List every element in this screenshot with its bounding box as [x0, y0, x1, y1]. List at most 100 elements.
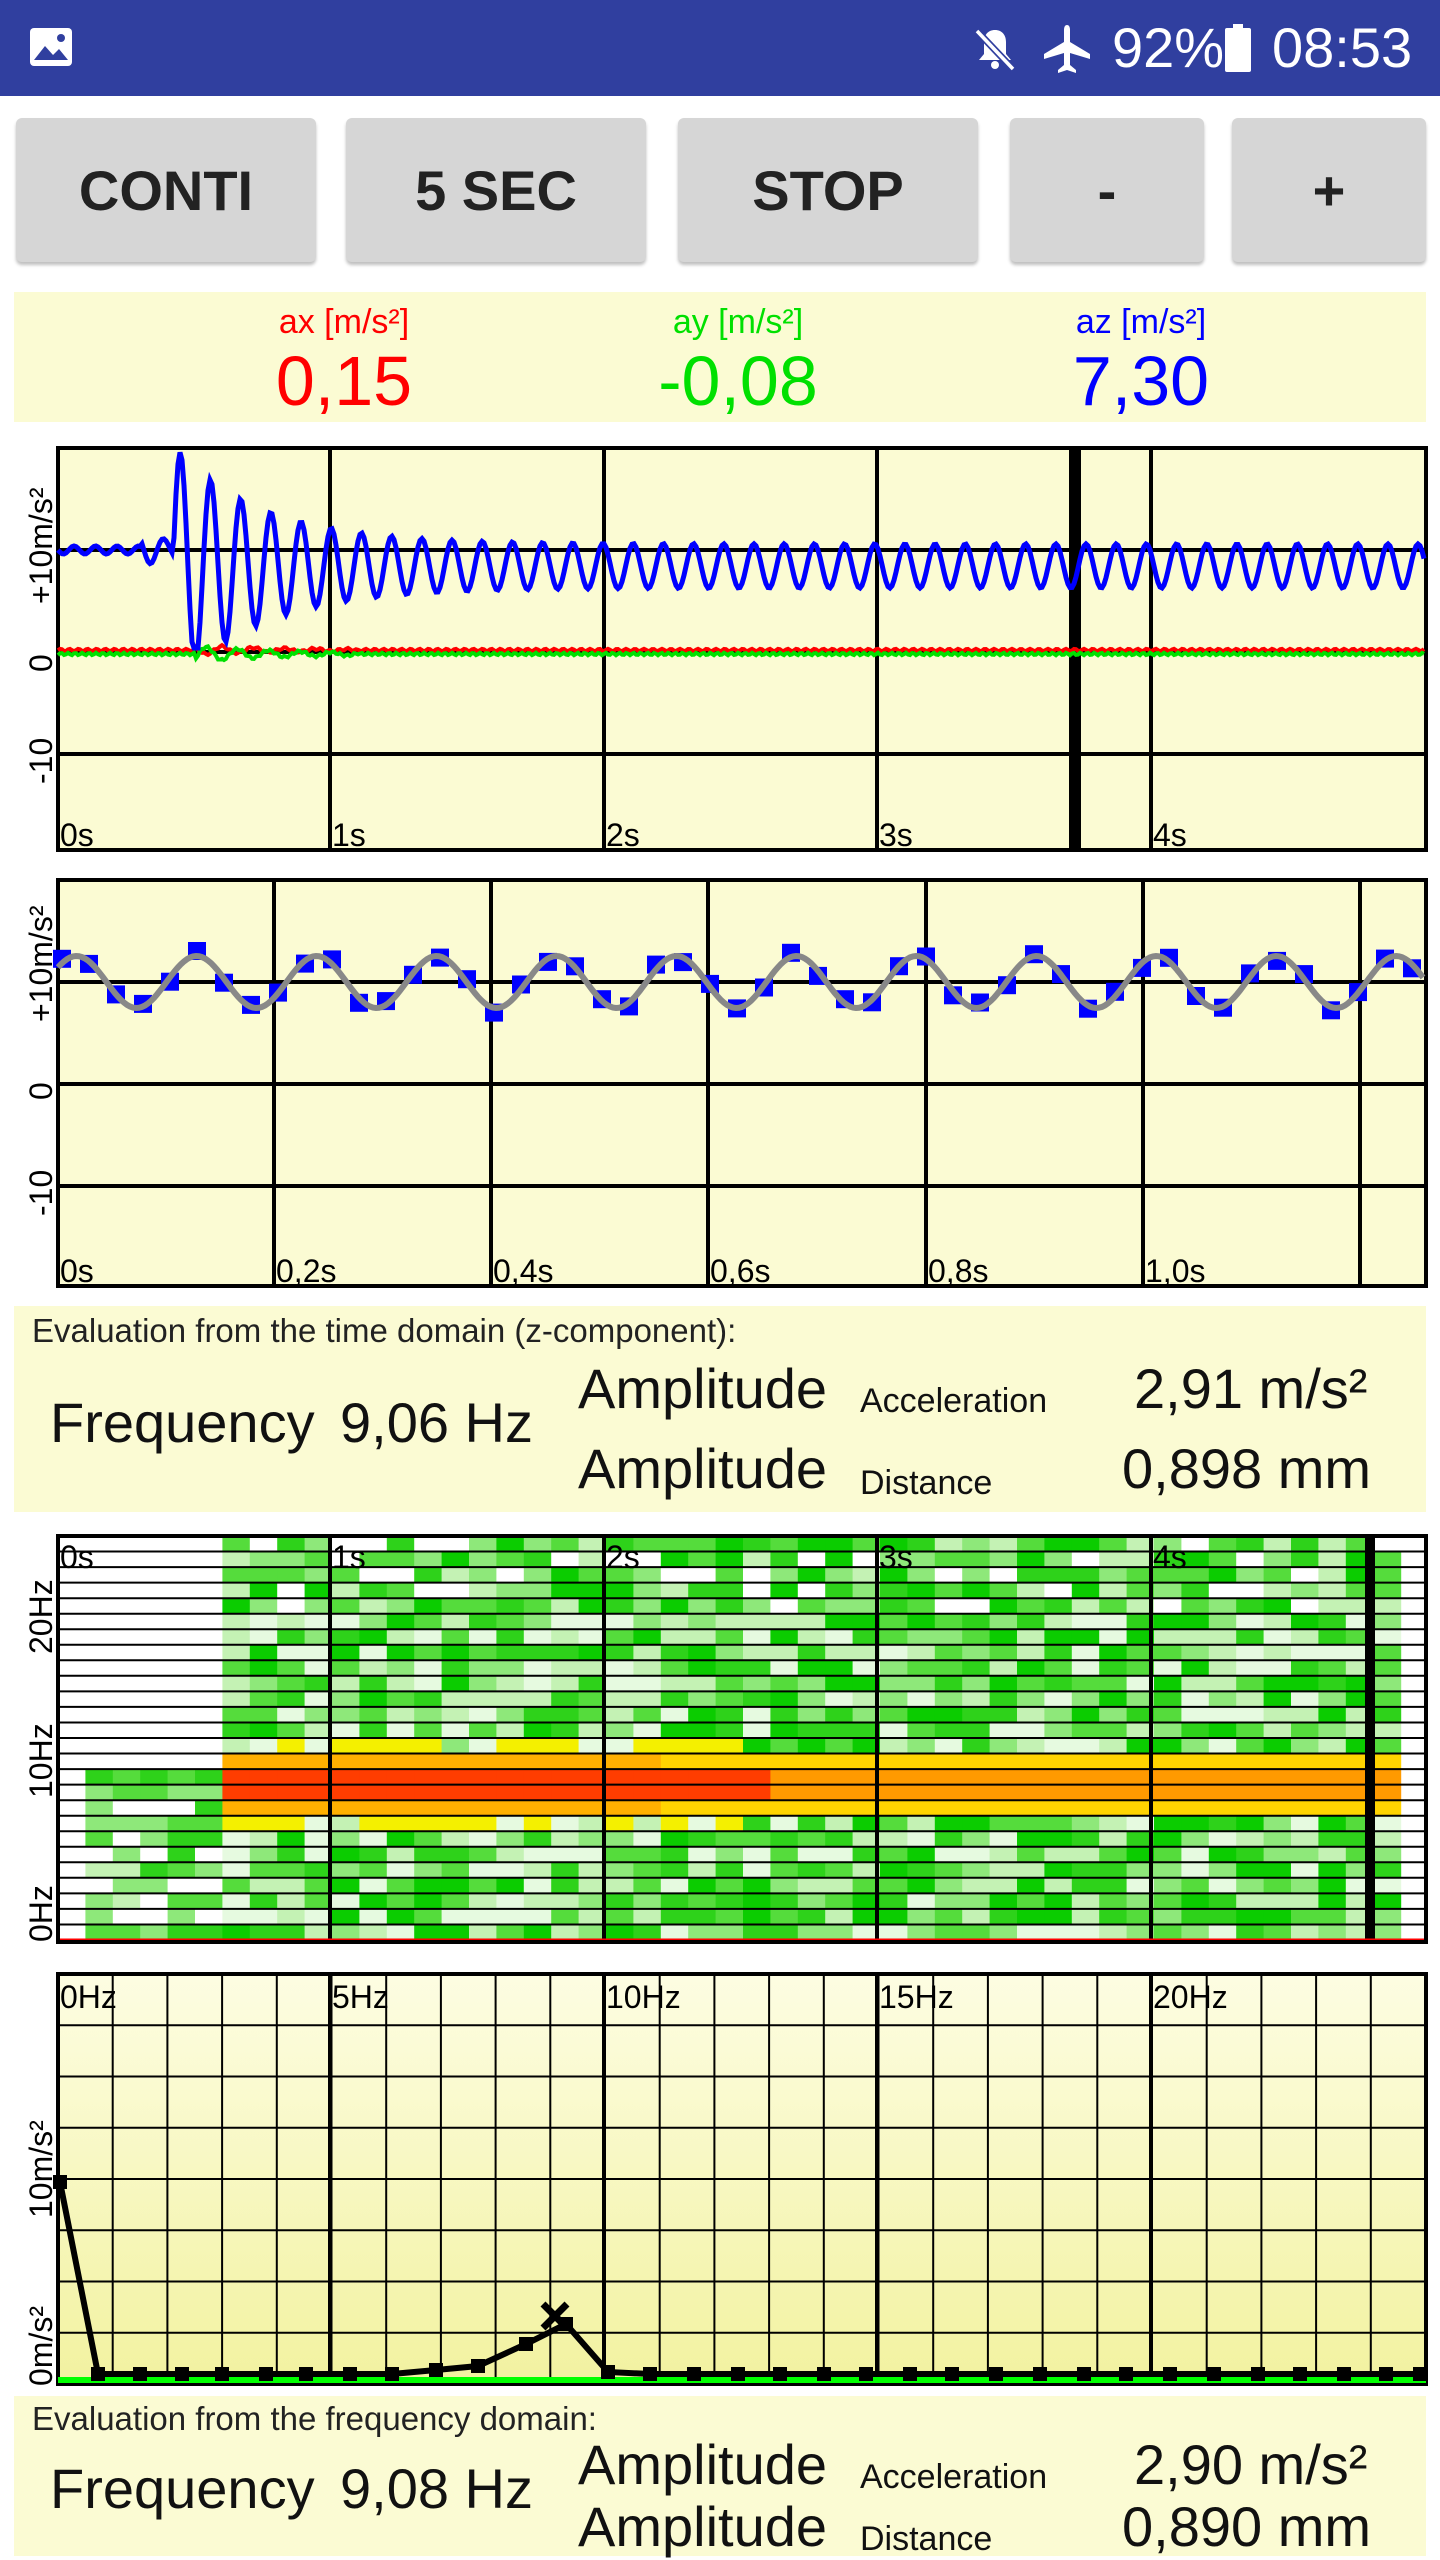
spectrogram-cell [1071, 1706, 1100, 1723]
spectrogram-cell [1318, 1660, 1347, 1677]
spectrogram-cell [140, 1629, 169, 1646]
spectrogram-cell [195, 1706, 223, 1723]
spectrogram-cell [1208, 1784, 1237, 1801]
spectrogram-cell [715, 1567, 744, 1584]
spectrogram-cell [112, 1893, 141, 1910]
spectrogram-cell [1291, 1706, 1319, 1723]
spectrogram-cell [249, 1908, 278, 1925]
five-sec-button[interactable]: 5 SEC [346, 118, 646, 262]
spectrogram-cell [167, 1862, 196, 1879]
spectrogram-cell [1154, 1598, 1182, 1615]
spectrogram-cell [85, 1738, 114, 1755]
spectrogram-cell [551, 1629, 580, 1646]
spectrogram-cell [852, 1800, 881, 1817]
spectrogram-cell [880, 1846, 908, 1863]
spectrogram-cell [1017, 1582, 1045, 1599]
spectrogram-cell [1099, 1598, 1128, 1615]
spectrogram-cell [1154, 1846, 1182, 1863]
spectrogram-cell [195, 1567, 223, 1584]
spectrogram-cell [715, 1551, 744, 1568]
spectrogram-cell [167, 1691, 196, 1708]
spectrogram-cell [1181, 1613, 1210, 1630]
spectrogram-cell [743, 1815, 771, 1832]
spectrogram-cell [58, 1551, 86, 1568]
spectrogram-cell [1208, 1706, 1237, 1723]
spectrogram-cell [1126, 1706, 1155, 1723]
spectrogram-cell [770, 1753, 799, 1770]
spectrogram-cell [797, 1908, 826, 1925]
spectrogram-cell [660, 1800, 689, 1817]
spectrogram-cell [332, 1691, 360, 1708]
spectrogram-cell [414, 1831, 443, 1848]
spectrogram-cell [304, 1831, 333, 1848]
spectrogram-cell [277, 1738, 306, 1755]
spectrogram-cell [195, 1846, 223, 1863]
spectrogram-cell [1208, 1924, 1237, 1941]
spectrogram-cell [469, 1551, 497, 1568]
spectrogram-cell [880, 1598, 908, 1615]
spectrogram-cell [1126, 1924, 1155, 1941]
spectrogram-cell [606, 1877, 634, 1894]
spectrogram-cell [222, 1598, 251, 1615]
spectrogram-cell [441, 1644, 470, 1661]
spectrogram-cell [469, 1660, 497, 1677]
spectrogram-cell [140, 1706, 169, 1723]
spectrogram-cell [58, 1877, 86, 1894]
spectrogram-cell [633, 1644, 662, 1661]
spectrogram-cell [1318, 1800, 1347, 1817]
spectrogram-cell [277, 1784, 306, 1801]
spectrogram-cell [551, 1660, 580, 1677]
spectrogram-cell [469, 1831, 497, 1848]
spectrogram-cell [85, 1706, 114, 1723]
spectrogram-cell [414, 1769, 443, 1786]
spectrogram-cell [715, 1675, 744, 1692]
spectrogram-cell [332, 1644, 360, 1661]
spectrogram[interactable]: 20Hz 10Hz 0Hz 0s 1s 2s 3s 4s [0, 1522, 1440, 1954]
spectrogram-cell [359, 1893, 388, 1910]
spectrogram-cell [934, 1815, 963, 1832]
spectrogram-cell [112, 1831, 141, 1848]
spectrogram-cell [469, 1769, 497, 1786]
zoom-plot[interactable]: +10m/s² 0 -10 0s 0,2s 0,4s 0,6s 0,8s 1,0… [0, 870, 1440, 1294]
spec-y-label-0hz: 0Hz [23, 1885, 59, 1942]
spectrogram-cell [441, 1706, 470, 1723]
spectrogram-cell [1154, 1582, 1182, 1599]
spectrogram-cell [1071, 1691, 1100, 1708]
spectrogram-cell [1373, 1846, 1402, 1863]
spectrum-point [1293, 2367, 1307, 2381]
time-plot[interactable]: +10m/s² 0 -10 0s 1s 2s 3s 4s [0, 436, 1440, 860]
spectrogram-cell [1126, 1815, 1155, 1832]
conti-button[interactable]: CONTI [16, 118, 316, 262]
zoom-x-label-0-4s: 0,4s [493, 1253, 553, 1289]
plus-button[interactable]: + [1232, 118, 1426, 262]
spectrogram-cell [578, 1846, 607, 1863]
spectrogram-cell [496, 1691, 525, 1708]
spectrogram-cell [880, 1815, 908, 1832]
spectrogram-cell [660, 1753, 689, 1770]
spectrogram-cell [140, 1862, 169, 1879]
spectrogram-cell [359, 1551, 388, 1568]
spectrogram-cell [1181, 1815, 1210, 1832]
spectrogram-cell [277, 1536, 306, 1553]
spectrogram-cell [688, 1567, 717, 1584]
spectrogram-cell [1208, 1675, 1237, 1692]
spectrogram-cell [743, 1598, 771, 1615]
spectrogram-cell [249, 1613, 278, 1630]
spectrogram-cell [85, 1598, 114, 1615]
spectrogram-cell [1099, 1877, 1128, 1894]
spectrogram-cell [1099, 1582, 1128, 1599]
spectrogram-cell [1373, 1784, 1402, 1801]
spectrogram-cell [551, 1908, 580, 1925]
spectrogram-cell [551, 1598, 580, 1615]
spectrogram-cell [1181, 1877, 1210, 1894]
stop-button[interactable]: STOP [678, 118, 978, 262]
spectrogram-cell [715, 1815, 744, 1832]
spectrogram-cell [1099, 1629, 1128, 1646]
spectrogram-cell [249, 1722, 278, 1739]
gallery-icon [30, 28, 72, 66]
spectrum-plot[interactable]: 10m/s² 0m/s² 0Hz 5Hz 10Hz 15Hz 20Hz [0, 1960, 1440, 2390]
minus-button[interactable]: - [1010, 118, 1204, 262]
spec-x-label-3s: 3s [879, 1539, 913, 1575]
spectrogram-cell [1263, 1908, 1292, 1925]
spectrogram-cell [469, 1862, 497, 1879]
